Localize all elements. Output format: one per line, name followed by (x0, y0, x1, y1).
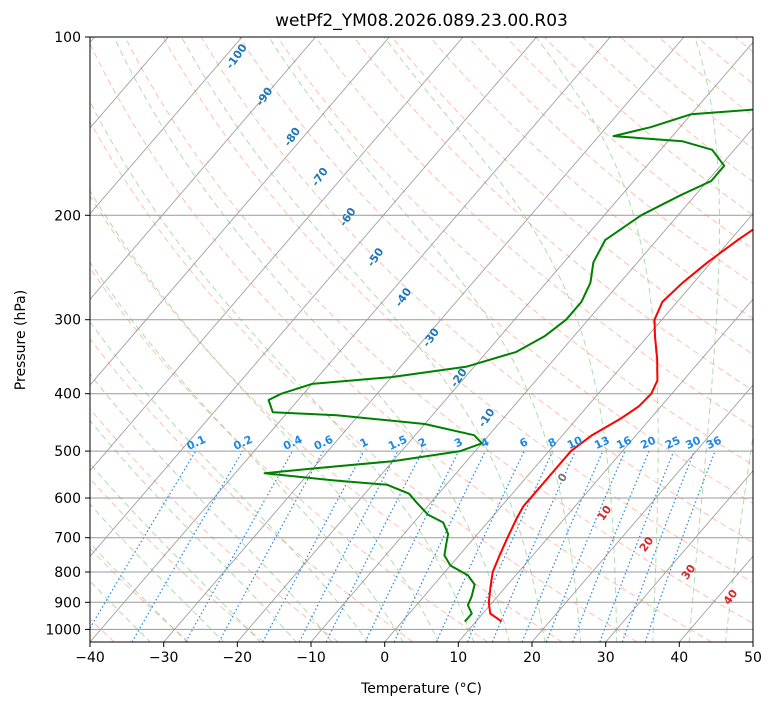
pressure-gridlines (90, 36, 753, 630)
dry-adiabat-line (238, 37, 753, 504)
moist-adiabat-line (90, 373, 333, 642)
mixing-ratio-label: 16 (614, 434, 634, 452)
x-tick-label: 10 (449, 650, 467, 666)
mixing-ratio-line (491, 450, 576, 642)
dry-adiabat-line (90, 42, 712, 642)
y-tick-label: 200 (54, 208, 81, 224)
moist-adiabat-line (90, 321, 369, 642)
mixing-ratio-line (599, 450, 675, 642)
dry-adiabat-line (90, 120, 638, 642)
moist-adiabat-line (113, 37, 510, 642)
mixing-ratio-line (185, 450, 294, 642)
mixing-ratio-line (262, 450, 365, 642)
moist-adiabat-line (688, 37, 720, 642)
moist-adiabat-line (90, 462, 261, 642)
mixing-ratio-line (218, 450, 324, 642)
dry-adiabat-line (90, 195, 563, 642)
y-tick-label: 100 (54, 30, 81, 46)
x-tick-label: 50 (744, 650, 762, 666)
mixing-ratio-label: 20 (639, 434, 659, 452)
y-axis-ticks: 100 200 300 400 500 600 700 800 900 1000 (45, 30, 90, 638)
x-tick-label: 20 (523, 650, 541, 666)
x-tick-label: 0 (380, 650, 389, 666)
moist-adiabat-line (90, 189, 439, 642)
x-tick-label: −30 (149, 650, 179, 666)
chart-title: wetPf2_YM08.2026.089.23.00.R03 (275, 11, 568, 31)
series-lines (263, 108, 753, 623)
moist-adiabat-line (724, 433, 753, 642)
moist-adiabat-line (268, 37, 582, 642)
y-tick-label: 400 (54, 387, 81, 403)
x-tick-label: 30 (597, 650, 615, 666)
mixing-ratio-line (644, 450, 716, 642)
isotherm-line (605, 470, 753, 642)
mixing-ratio-label: 30 (684, 434, 704, 452)
isotherm-line (90, 37, 537, 557)
isotherm-line (531, 384, 753, 642)
dry-adiabat-line (429, 37, 753, 320)
isotherm-line (310, 127, 753, 642)
moist-adiabat-line (90, 100, 475, 642)
dry-adiabat-line (353, 37, 753, 392)
dry-adiabat-line (90, 547, 190, 642)
y-tick-label: 500 (54, 444, 81, 460)
isotherm-line (90, 37, 390, 386)
isotherm-line (90, 37, 464, 472)
mixing-ratio-label: 10 (565, 434, 585, 452)
x-tick-label: −20 (223, 650, 253, 666)
y-tick-label: 300 (54, 313, 81, 329)
dry-adiabat-line (90, 267, 488, 642)
isotherm-line (236, 41, 753, 642)
mixing-ratio-line (521, 450, 604, 642)
dry-adiabat-line (315, 37, 753, 428)
dry-adiabat-line (90, 477, 264, 642)
x-tick-label: 40 (670, 650, 688, 666)
isotherm-line (457, 298, 753, 642)
moist-adiabat-line (181, 37, 546, 642)
isotherm-line (384, 213, 753, 642)
y-tick-label: 700 (54, 531, 81, 547)
dewpoint-profile-line (263, 108, 753, 623)
x-axis-label: Temperature (°C) (360, 681, 482, 697)
mixing-ratio-label: 36 (704, 434, 724, 452)
y-tick-label: 900 (54, 595, 81, 611)
moist-adiabat-line (535, 37, 659, 642)
mixing-ratio-line (364, 450, 460, 642)
dry-adiabat-line (90, 408, 339, 642)
mixing-ratio-line (325, 450, 424, 642)
temperature-profile-line (487, 228, 753, 623)
isotherm-line (163, 37, 685, 642)
dry-adiabat-line (162, 37, 753, 584)
y-tick-label: 600 (54, 491, 81, 507)
mixing-ratio-line (545, 450, 626, 642)
mixing-ratio-label: 13 (592, 434, 611, 452)
moist-adiabat-line (383, 37, 618, 642)
dry-adiabat-line (200, 37, 753, 544)
isotherm-line (90, 37, 243, 215)
y-axis-label: Pressure (hPa) (13, 290, 29, 390)
x-tick-label: −40 (75, 650, 105, 666)
mixing-ratio-label: 25 (663, 434, 682, 452)
moist-adiabat-line (90, 261, 404, 642)
x-axis-ticks: −40 −30 −20 −10 0 10 20 30 40 50 (75, 642, 762, 666)
dry-adiabat-line (277, 37, 753, 466)
y-tick-label: 1000 (45, 622, 81, 638)
dry-adiabat-line (391, 37, 753, 355)
x-tick-label: −10 (296, 650, 326, 666)
y-tick-label: 800 (54, 565, 81, 581)
mixing-ratio-line (621, 450, 695, 642)
plot-frame (89, 36, 754, 643)
background-lines (90, 37, 753, 642)
dry-adiabat-line (124, 37, 753, 624)
moist-adiabat-line (90, 419, 297, 642)
isotherm-line (90, 37, 611, 642)
isotherm-line (90, 37, 316, 301)
mixing-ratio-line (572, 450, 650, 642)
